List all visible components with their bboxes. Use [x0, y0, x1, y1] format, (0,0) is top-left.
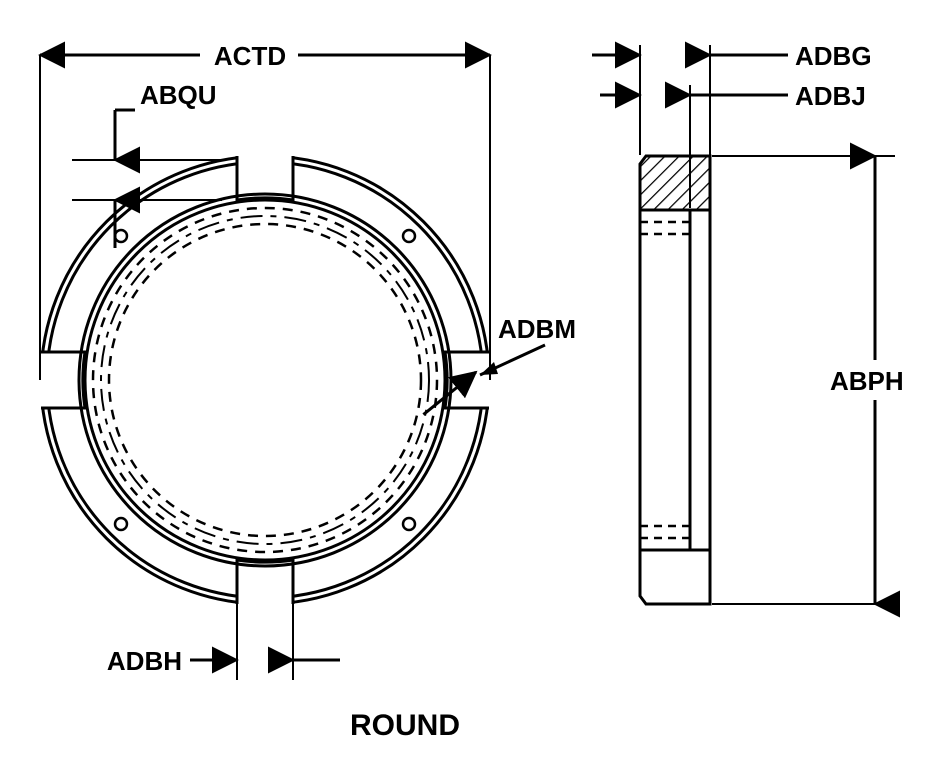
label-abqu: ABQU: [140, 80, 217, 110]
label-adbg: ADBG: [795, 41, 872, 71]
label-abph: ABPH: [830, 366, 904, 396]
label-adbm: ADBM: [498, 314, 576, 344]
technical-drawing: ACTD ABQU ADBM ADBH ADBG: [0, 0, 930, 757]
dimension-adbm: ADBM: [416, 314, 576, 415]
label-actd: ACTD: [214, 41, 286, 71]
caption: ROUND: [350, 709, 460, 742]
label-adbj: ADBJ: [795, 81, 866, 111]
dimension-actd: ACTD: [40, 41, 490, 380]
label-adbh: ADBH: [107, 646, 182, 676]
dimension-abph: ABPH: [712, 156, 904, 604]
side-view: [640, 156, 710, 604]
dimension-abqu: ABQU: [72, 80, 222, 248]
front-view: [41, 156, 489, 604]
dimension-adbh: ADBH: [107, 600, 340, 680]
